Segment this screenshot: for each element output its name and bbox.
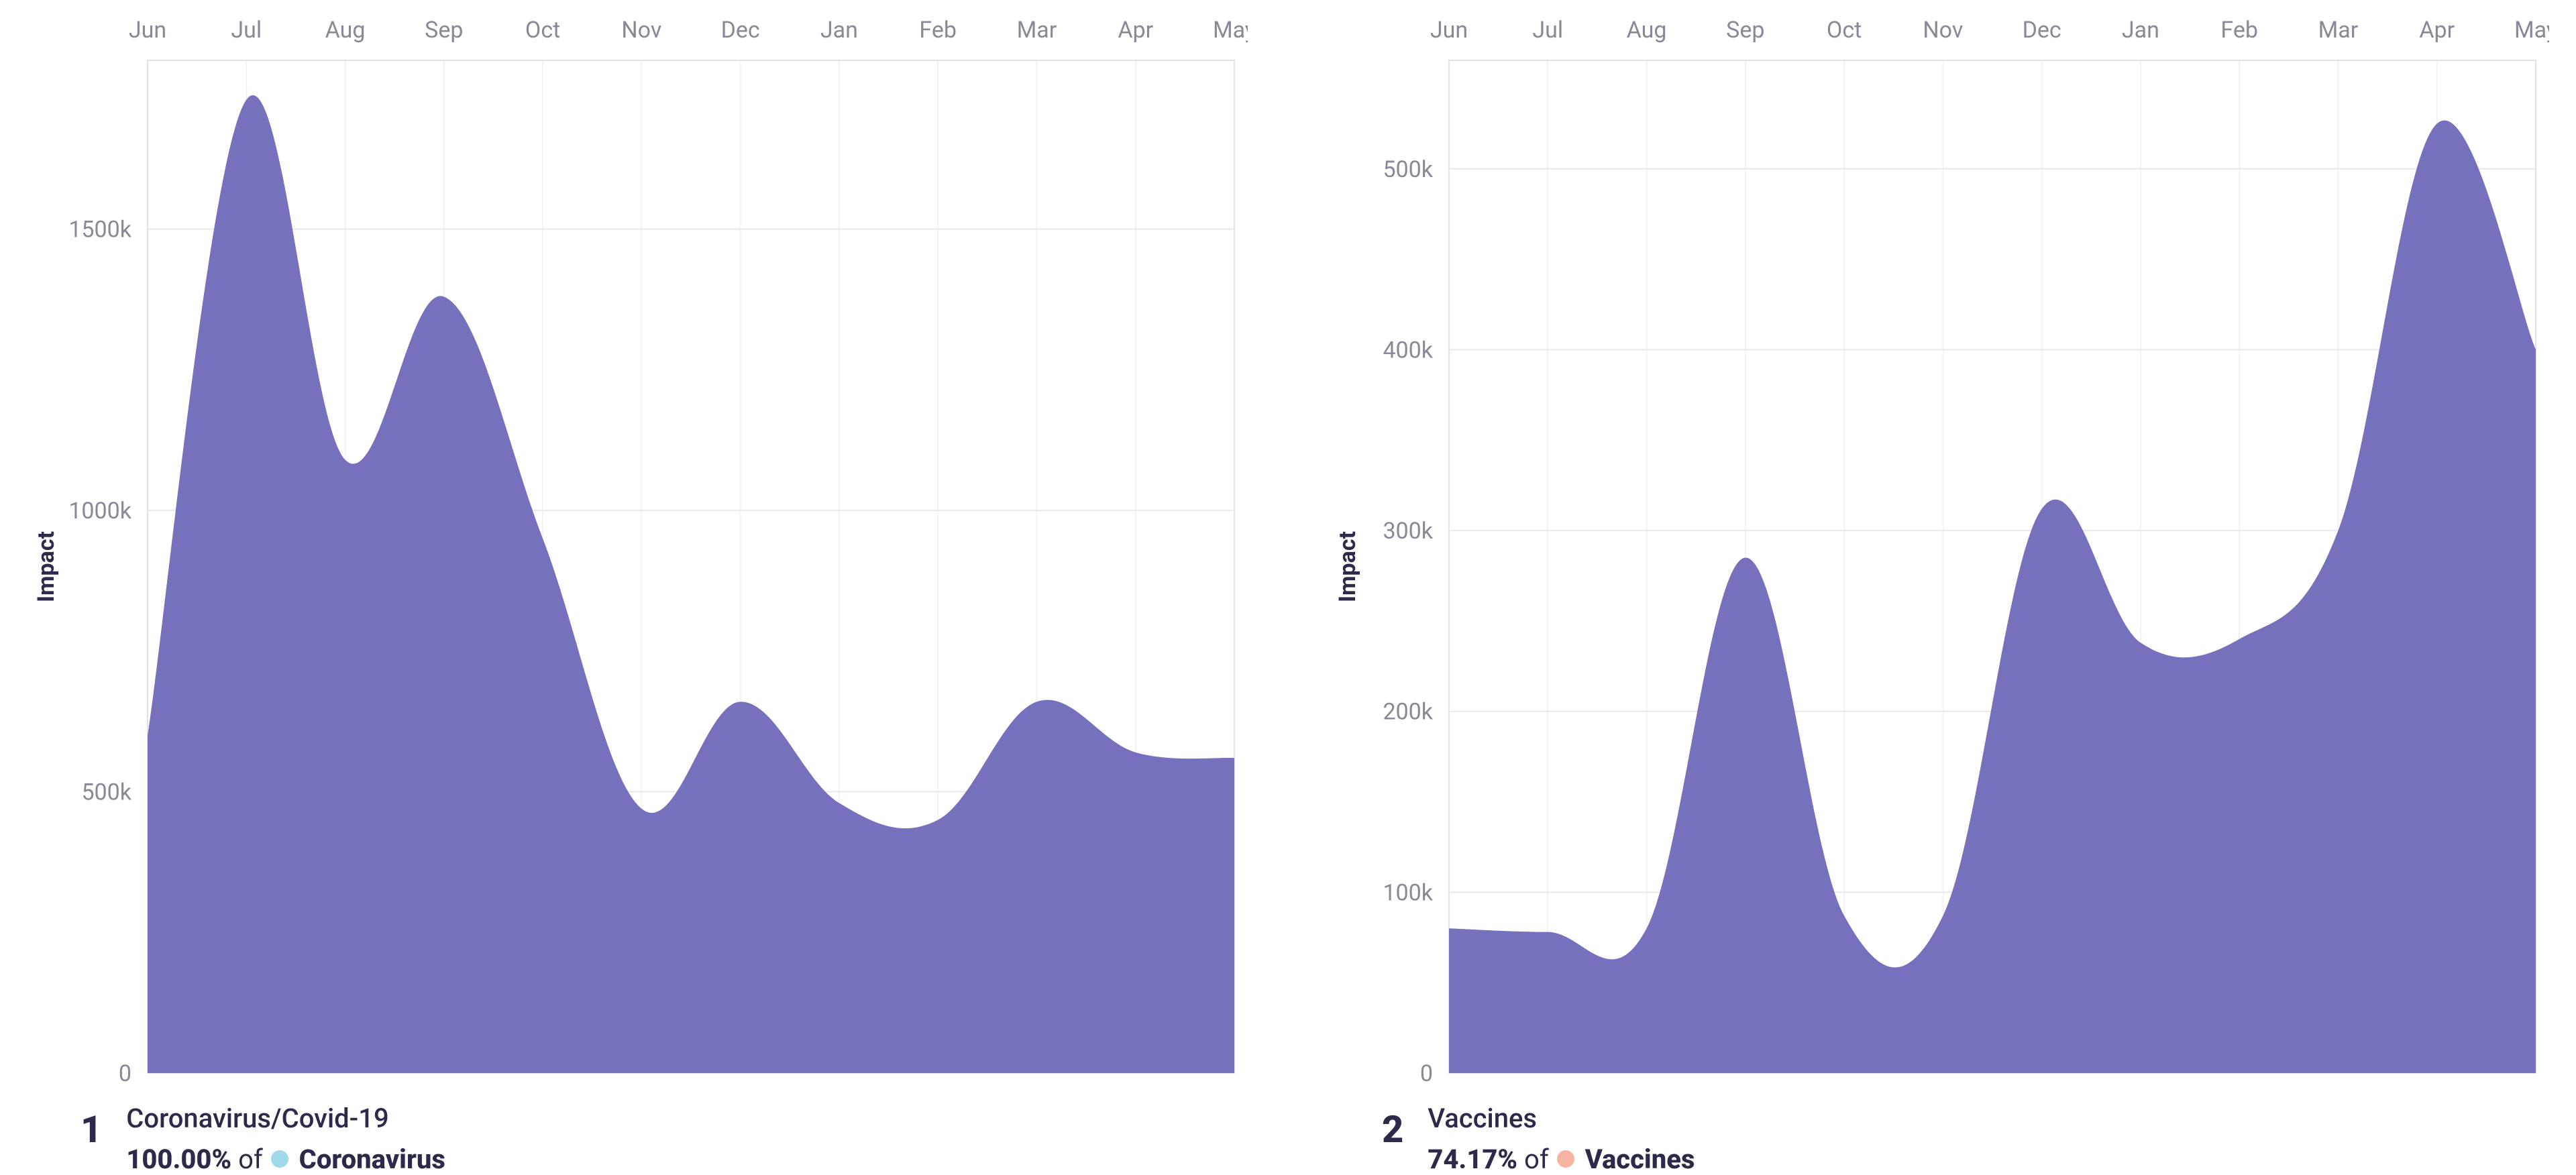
x-tick-label: Nov	[1923, 17, 1963, 44]
y-tick-label: 300k	[1383, 518, 1433, 545]
caption-percent: 74.17%	[1428, 1143, 1517, 1175]
y-tick-label: 500k	[1383, 156, 1433, 183]
y-tick-label: 1000k	[68, 498, 131, 524]
x-tick-label: Sep	[425, 17, 463, 44]
panel-vaccines: Jun Jul Aug Sep Oct Nov Dec Jan Feb Mar Apr May 0 100…	[1328, 0, 2549, 1175]
x-tick-label: Jun	[129, 17, 166, 44]
rank-number: 1	[80, 1111, 102, 1148]
x-tick-label: Jul	[1532, 17, 1563, 44]
x-tick-label: Feb	[919, 17, 957, 44]
caption-of: of	[1524, 1143, 1549, 1175]
caption-percent: 100.00%	[126, 1143, 231, 1175]
x-tick-label: Oct	[525, 17, 560, 44]
x-tick-label: Sep	[1726, 17, 1764, 44]
x-tick-label: Jan	[820, 17, 858, 44]
caption-subline: 100.00% of Coronavirus	[126, 1143, 445, 1175]
y-tick-label: 1500k	[68, 217, 131, 243]
x-tick-label: Dec	[2023, 17, 2061, 44]
charts-row: Jun Jul Aug Sep Oct Nov Dec Jan Feb Mar Apr May 0 500…	[0, 0, 2576, 1175]
y-tick-label: 100k	[1383, 879, 1433, 906]
panel-coronavirus: Jun Jul Aug Sep Oct Nov Dec Jan Feb Mar Apr May 0 500…	[27, 0, 1248, 1175]
x-tick-label: May	[1213, 17, 1248, 44]
x-tick-label: Jul	[231, 17, 262, 44]
chart-vaccines: Jun Jul Aug Sep Oct Nov Dec Jan Feb Mar Apr May 0 100…	[1328, 0, 2549, 1086]
y-tick-label: 500k	[81, 779, 131, 806]
y-tick-label: 200k	[1383, 699, 1433, 726]
legend-dot-icon	[1557, 1150, 1574, 1168]
x-tick-label: Mar	[2318, 17, 2359, 44]
caption-of: of	[238, 1143, 263, 1175]
y-tick-label: 400k	[1383, 337, 1433, 363]
area-series	[148, 95, 1234, 1073]
caption-subline: 74.17% of Vaccines	[1428, 1143, 1695, 1175]
x-tick-label: Mar	[1017, 17, 1057, 44]
caption-text: Vaccines 74.17% of Vaccines	[1428, 1103, 1695, 1175]
y-axis-title: Impact	[33, 531, 60, 602]
y-tick-label: 0	[119, 1060, 131, 1086]
x-tick-label: Aug	[1627, 17, 1667, 44]
x-tick-label: Apr	[2419, 17, 2455, 44]
caption-coronavirus: 1 Coronavirus/Covid-19 100.00% of Corona…	[27, 1086, 1248, 1175]
area-series	[1449, 120, 2536, 1073]
x-tick-label: Jun	[1430, 17, 1468, 44]
caption-vaccines: 2 Vaccines 74.17% of Vaccines	[1328, 1086, 2549, 1175]
caption-title: Coronavirus/Covid-19	[126, 1103, 445, 1134]
x-tick-label: Feb	[2220, 17, 2258, 44]
x-tick-label: Jan	[2122, 17, 2159, 44]
y-axis-title: Impact	[1334, 531, 1361, 602]
rank-number: 2	[1382, 1111, 1403, 1148]
caption-title: Vaccines	[1428, 1103, 1695, 1134]
x-tick-label: Dec	[721, 17, 760, 44]
caption-topic: Vaccines	[1585, 1143, 1695, 1175]
y-tick-label: 0	[1420, 1060, 1433, 1086]
chart-coronavirus: Jun Jul Aug Sep Oct Nov Dec Jan Feb Mar Apr May 0 500…	[27, 0, 1248, 1086]
caption-text: Coronavirus/Covid-19 100.00% of Coronavi…	[126, 1103, 445, 1175]
x-tick-label: May	[2514, 17, 2549, 44]
caption-topic: Coronavirus	[299, 1143, 445, 1175]
legend-dot-icon	[271, 1150, 288, 1168]
x-tick-label: Nov	[621, 17, 661, 44]
x-tick-label: Apr	[1118, 17, 1153, 44]
x-tick-label: Oct	[1827, 17, 1862, 44]
x-tick-label: Aug	[325, 17, 366, 44]
